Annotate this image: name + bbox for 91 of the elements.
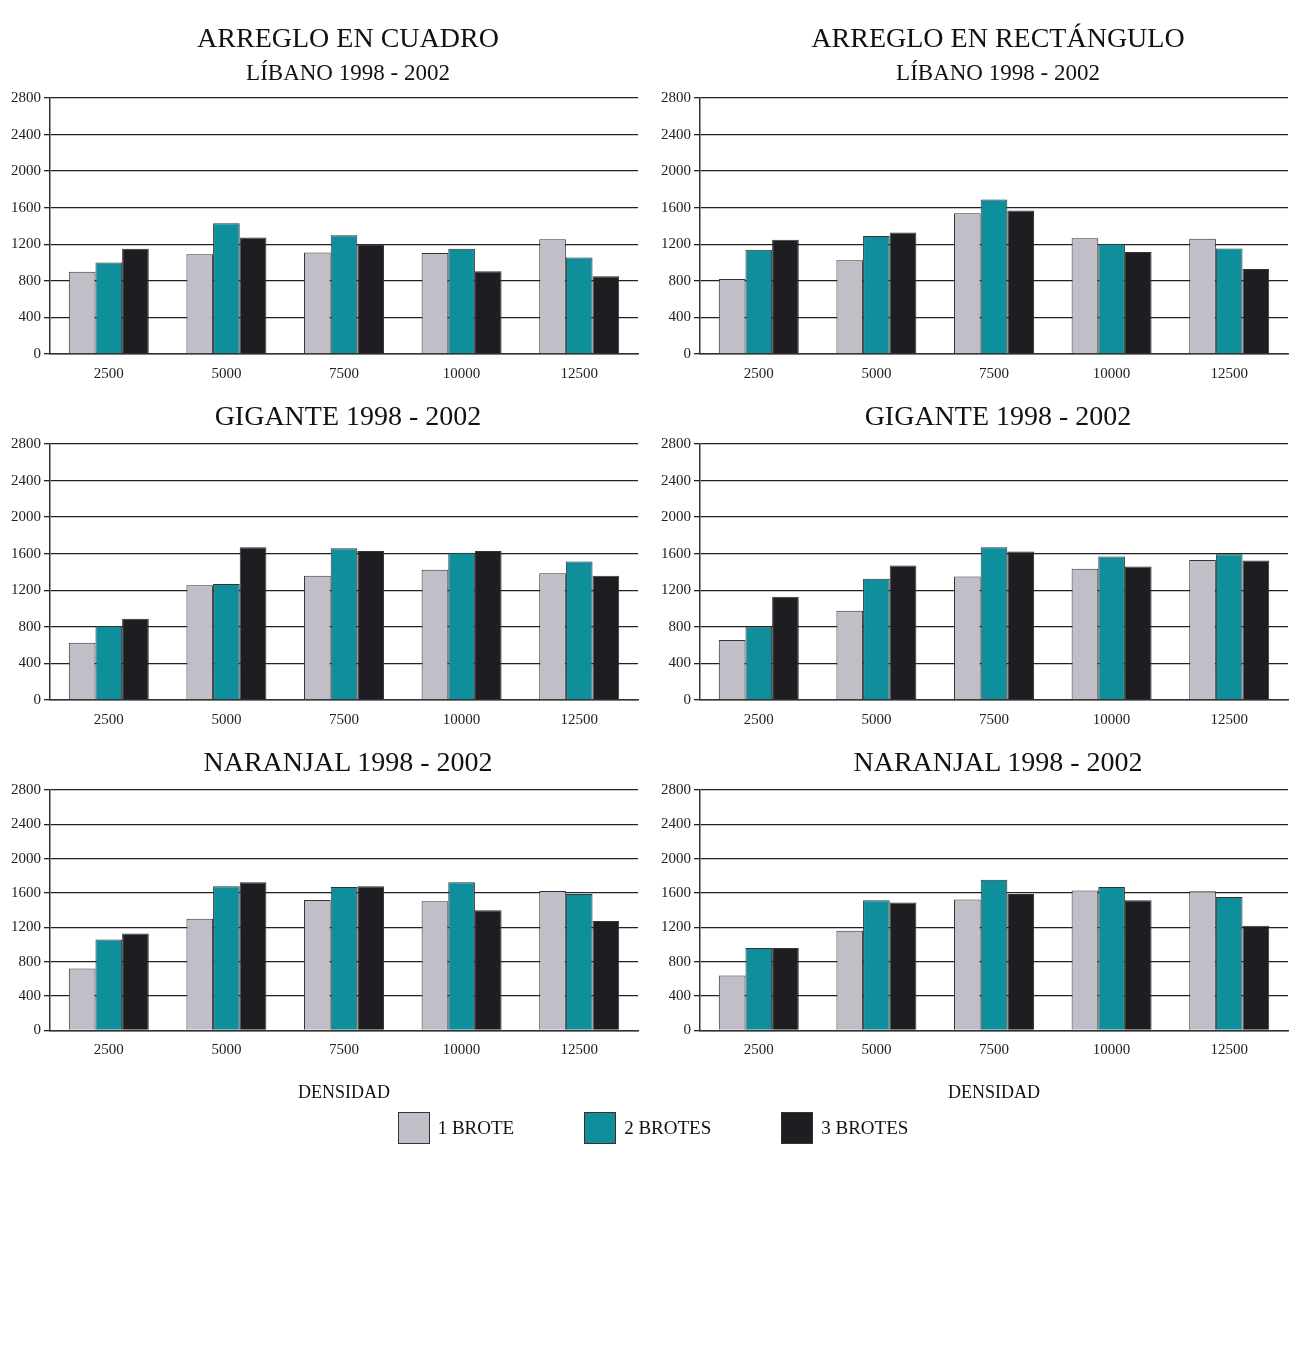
x-tick-label: 2500 [743,710,774,727]
chart-title: ARREGLO EN RECTÁNGULO [810,22,1186,54]
x-tick-label: 7500 [329,364,359,381]
y-tick-label: 800 [18,617,41,634]
x-tick-label: 5000 [861,710,892,727]
y-tick-label: 800 [18,271,41,288]
chart-title: GIGANTE 1998 - 2002 [213,400,483,432]
chart-title: GIGANTE 1998 - 2002 [863,400,1133,432]
x-tick-label: 12500 [1210,1041,1248,1058]
y-tick-label: 1200 [661,918,691,935]
y-tick-label: 400 [18,308,41,325]
y-tick-label: 2000 [11,849,41,866]
y-tick-label: 1600 [661,544,691,561]
y-tick-label: 0 [683,1021,691,1038]
x-tick-label: 7500 [979,1041,1009,1058]
x-tick-label: 10000 [442,364,481,381]
x-tick-label: 7500 [329,1041,359,1058]
y-tick-label: 800 [668,271,691,288]
chart-title: ARREGLO EN CUADRO [196,22,500,54]
y-tick-label: 0 [33,344,41,361]
y-tick-label: 400 [668,654,691,671]
y-tick-label: 2800 [661,780,691,797]
x-tick-label: 10000 [442,1041,481,1058]
x-tick-label: 7500 [979,710,1009,727]
y-tick-label: 1600 [11,198,41,215]
y-tick-label: 1600 [661,883,691,900]
y-tick-label: 2800 [11,88,41,105]
y-tick-label: 400 [18,654,41,671]
y-tick-label: 2800 [661,88,691,105]
y-tick-label: 2400 [11,471,41,488]
x-tick-label: 5000 [211,364,242,381]
y-tick-label: 2800 [11,780,41,797]
x-tick-label: 10000 [1092,364,1131,381]
y-tick-label: 2400 [11,815,41,832]
legend-label: 2 BROTES [624,1117,712,1139]
chart-subtitle: LÍBANO 1998 - 2002 [245,60,451,86]
y-tick-label: 2800 [661,434,691,451]
y-tick-label: 400 [18,986,41,1003]
x-tick-label: 5000 [211,1041,242,1058]
x-tick-label: 2500 [93,364,124,381]
y-tick-label: 2400 [661,125,691,142]
x-tick-label: 2500 [93,710,124,727]
y-tick-label: 2000 [661,508,691,525]
y-tick-label: 2000 [661,849,691,866]
y-tick-label: 1600 [11,544,41,561]
legend-label: 1 BROTE [437,1117,515,1139]
y-tick-label: 1200 [11,581,41,598]
x-tick-label: 5000 [861,364,892,381]
y-tick-label: 0 [683,344,691,361]
chart-title: NARANJAL 1998 - 2002 [852,746,1144,778]
y-tick-label: 800 [668,952,691,969]
chart-subtitle: LÍBANO 1998 - 2002 [895,60,1101,86]
y-tick-label: 2000 [661,162,691,179]
x-tick-label: 5000 [211,710,242,727]
y-tick-label: 0 [33,690,41,707]
x-axis-title: DENSIDAD [298,1081,390,1102]
legend-label: 3 BROTES [821,1117,909,1139]
x-tick-label: 12500 [560,364,598,381]
y-tick-label: 2400 [661,471,691,488]
x-tick-label: 12500 [560,710,598,727]
chart-title: NARANJAL 1998 - 2002 [202,746,494,778]
x-tick-label: 5000 [861,1041,892,1058]
x-axis-title: DENSIDAD [948,1081,1040,1102]
x-tick-label: 10000 [1092,1041,1131,1058]
y-tick-label: 800 [18,952,41,969]
x-tick-label: 10000 [1092,710,1131,727]
x-tick-label: 12500 [1210,710,1248,727]
y-tick-label: 0 [33,1021,41,1038]
x-tick-label: 2500 [743,1041,774,1058]
y-tick-label: 1200 [11,918,41,935]
y-tick-label: 1600 [11,883,41,900]
y-tick-label: 2800 [11,434,41,451]
x-tick-label: 7500 [979,364,1009,381]
y-tick-label: 1200 [11,235,41,252]
y-tick-label: 400 [668,308,691,325]
y-tick-label: 2000 [11,162,41,179]
x-tick-label: 2500 [93,1041,124,1058]
x-tick-label: 10000 [442,710,481,727]
y-tick-label: 400 [668,986,691,1003]
y-tick-label: 1600 [661,198,691,215]
y-tick-label: 0 [683,690,691,707]
y-tick-label: 2400 [11,125,41,142]
x-tick-label: 7500 [329,710,359,727]
x-tick-label: 12500 [1210,364,1248,381]
x-tick-label: 12500 [560,1041,598,1058]
y-tick-label: 1200 [661,235,691,252]
y-tick-label: 800 [668,617,691,634]
x-tick-label: 2500 [743,364,774,381]
y-tick-label: 2000 [11,508,41,525]
y-tick-label: 1200 [661,581,691,598]
y-tick-label: 2400 [661,815,691,832]
